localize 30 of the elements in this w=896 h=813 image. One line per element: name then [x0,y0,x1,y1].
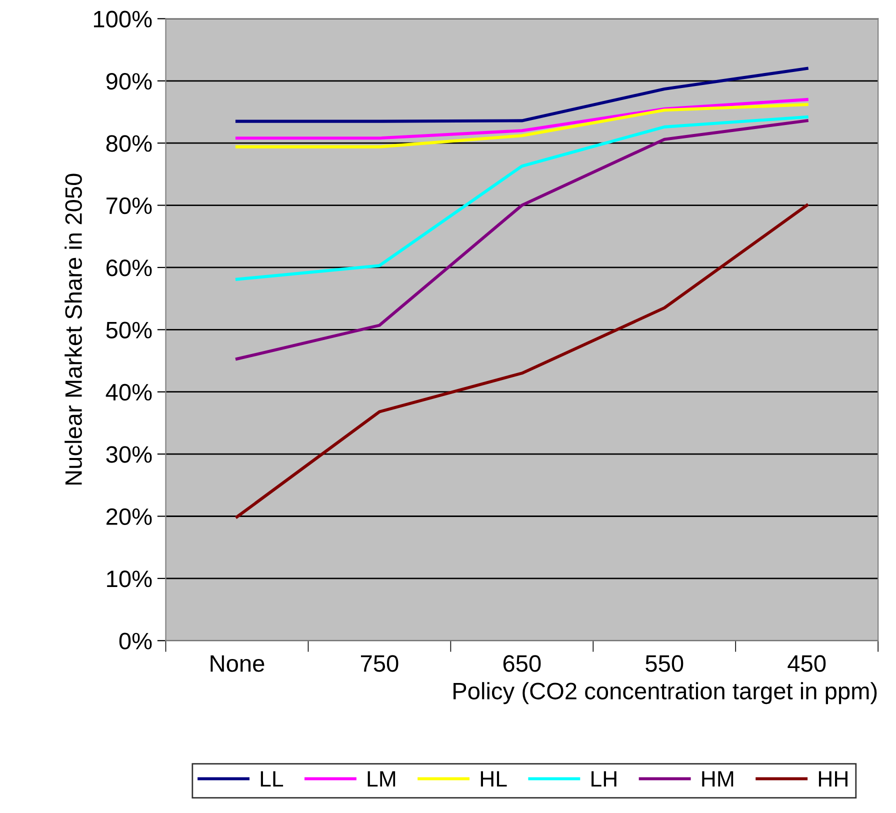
x-tick-label: 650 [503,655,541,672]
y-tick-label: 70% [106,197,152,214]
line-series [235,204,808,518]
x-tick-label: None [210,655,264,672]
line-series [235,102,808,148]
legend-label: LH [592,771,616,787]
y-axis-title: Nuclear Market Share in 2050 [64,174,82,485]
x-tick-label: 550 [646,655,684,672]
y-tick-label: 10% [107,570,152,588]
y-tick-label: 100% [94,10,152,28]
y-tick-label: 60% [106,260,152,276]
x-tick-label: 450 [788,655,826,672]
line-series [235,98,808,140]
y-tick-label: 20% [106,508,152,526]
legend-label: HM [702,771,734,787]
y-tick-label: 40% [106,384,152,401]
legend-label: HH [818,771,848,787]
y-tick-label: 0% [119,632,152,650]
y-tick-label: 90% [106,72,152,90]
y-tick-label: 30% [106,446,152,463]
line-series [235,119,808,360]
legend-label: LL [260,771,284,787]
y-tick-label: 50% [106,322,152,338]
line-series [235,115,808,281]
x-axis-title: Policy (CO2 concentration target in ppm) [454,682,877,704]
line-series [235,66,808,123]
y-tick-label: 80% [106,135,152,152]
legend-label: LM [368,771,396,787]
legend-label: HL [480,771,507,787]
x-tick-label: 750 [360,655,398,672]
